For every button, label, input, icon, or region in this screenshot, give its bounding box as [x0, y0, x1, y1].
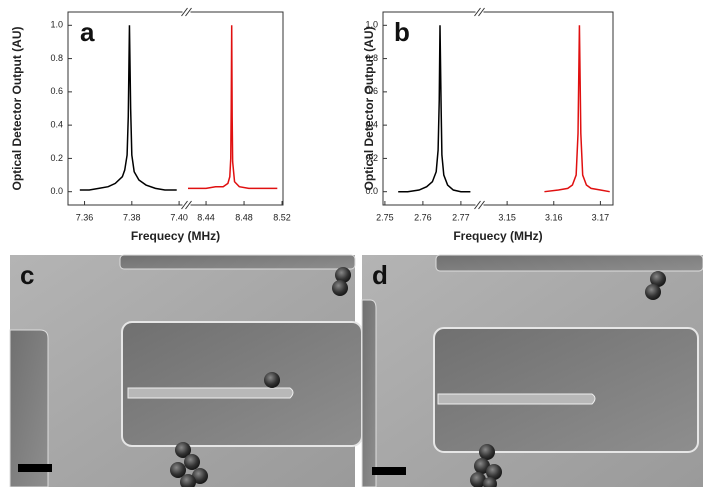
y-tick-label: 0.4: [365, 120, 378, 130]
sem-image-c: [9, 254, 363, 490]
y-axis-label: Optical Detector Output (AU): [362, 26, 376, 190]
y-tick-label: 0.8: [50, 53, 63, 63]
axis-break-mark: [181, 7, 188, 17]
series-line: [188, 25, 278, 190]
x-tick-label: 8.44: [197, 212, 215, 222]
axis-break: [475, 201, 484, 209]
y-tick-label: 0.2: [365, 153, 378, 163]
y-tick-label: 1.0: [50, 20, 63, 30]
plot-frame: [382, 11, 614, 206]
x-tick-label: 7.40: [170, 212, 188, 222]
x-axis-label: Frequecy (MHz): [131, 229, 220, 243]
axis-break-mark: [474, 7, 481, 17]
y-tick-label: 0.6: [50, 86, 63, 96]
axis-break: [475, 8, 484, 16]
axis-break: [182, 201, 191, 209]
panel-label: b: [394, 17, 410, 47]
axis-break-mark: [478, 200, 485, 210]
y-tick-label: 0.8: [365, 53, 378, 63]
x-axis-label: Frequecy (MHz): [453, 229, 542, 243]
series-line: [544, 25, 610, 193]
y-tick-label: 0.0: [50, 186, 63, 196]
y-tick-label: 0.4: [50, 120, 63, 130]
series-line: [79, 25, 177, 191]
y-tick-label: 1.0: [365, 20, 378, 30]
axis-break-mark: [474, 200, 481, 210]
x-tick-label: 2.76: [414, 212, 432, 222]
axis-break-mark: [478, 7, 485, 17]
plot-frame: [67, 11, 284, 206]
x-tick-label: 3.16: [545, 212, 563, 222]
x-tick-label: 7.36: [76, 212, 94, 222]
x-tick-label: 8.48: [235, 212, 253, 222]
x-tick-label: 3.15: [498, 212, 516, 222]
axis-break-mark: [181, 200, 188, 210]
panel-label: c: [20, 260, 34, 290]
y-tick-label: 0.6: [365, 86, 378, 96]
series-line: [398, 25, 471, 193]
x-tick-label: 3.17: [592, 212, 610, 222]
x-tick-label: 2.77: [452, 212, 470, 222]
sem-image-d: [361, 254, 703, 491]
panel-label: d: [372, 260, 388, 290]
panel-label: a: [80, 17, 95, 47]
x-tick-label: 8.52: [273, 212, 291, 222]
axis-break-mark: [185, 7, 192, 17]
y-axis-label: Optical Detector Output (AU): [10, 26, 24, 190]
axis-break: [182, 8, 191, 16]
x-tick-label: 2.75: [376, 212, 394, 222]
axis-break-mark: [185, 200, 192, 210]
x-tick-label: 7.38: [123, 212, 141, 222]
y-tick-label: 0.0: [365, 186, 378, 196]
y-tick-label: 0.2: [50, 153, 63, 163]
